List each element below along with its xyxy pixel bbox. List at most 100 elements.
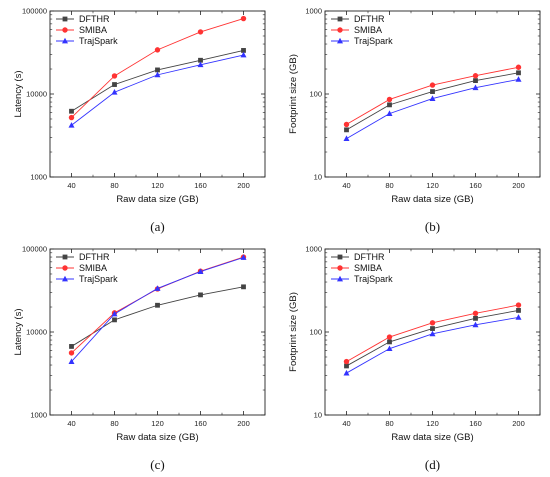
- data-point-trajspark: [197, 268, 204, 274]
- legend-label: SMIBA: [79, 263, 107, 273]
- x-tick-label: 160: [194, 181, 207, 190]
- data-point-trajspark: [429, 330, 436, 337]
- data-point-dfthr: [198, 292, 203, 298]
- chart-panel-c: 1000 10000 100000 40 80 120 160 200 Raw data siz…: [0, 238, 275, 476]
- x-tick-label: 200: [237, 181, 250, 190]
- x-tick-label: 200: [237, 419, 250, 428]
- data-point-trajspark: [386, 345, 393, 352]
- data-point-dfthr: [430, 326, 435, 331]
- y-axis-title: Footprint size (GB): [288, 54, 299, 134]
- data-point-dfthr: [155, 302, 160, 308]
- data-point-trajspark: [68, 122, 75, 128]
- data-point-smiba: [154, 47, 161, 53]
- x-tick-label: 40: [67, 181, 75, 190]
- data-point-trajspark: [197, 61, 204, 68]
- chart-panel-a: 1000 10000 100000 40 80 120 160 200 Raw data siz…: [0, 0, 275, 238]
- data-point-smiba: [240, 15, 247, 22]
- data-point-trajspark: [515, 76, 522, 82]
- x-tick-label: 120: [151, 181, 164, 190]
- x-tick-label: 200: [512, 419, 525, 428]
- legend-marker: [62, 27, 68, 33]
- x-axis-title: Raw data size (GB): [116, 432, 198, 443]
- data-point-trajspark: [472, 84, 479, 91]
- panel-label: (b): [425, 219, 440, 234]
- data-point-trajspark: [386, 110, 393, 117]
- data-point-smiba: [111, 73, 118, 79]
- chart-svg-d: 10 100 1000 40 80 120 160 200 Raw data size (GB)…: [288, 245, 541, 472]
- data-point-trajspark: [68, 358, 75, 364]
- legend-marker: [337, 27, 343, 33]
- legend-marker: [62, 265, 68, 271]
- legend-marker: [62, 254, 68, 260]
- data-point-smiba: [386, 96, 393, 103]
- legend-marker: [337, 37, 343, 44]
- x-tick-label: 40: [67, 419, 75, 428]
- data-point-dfthr: [473, 315, 478, 321]
- chart-svg-a: 1000 10000 100000 40 80 120 160 200 Raw data siz…: [13, 7, 266, 234]
- chart-panel-d: 10 100 1000 40 80 120 160 200 Raw data size (GB)…: [275, 238, 550, 476]
- x-tick-label: 80: [385, 181, 393, 190]
- data-point-trajspark: [240, 51, 247, 58]
- data-point-trajspark: [429, 95, 436, 102]
- legend-label: TrajSpark: [79, 36, 118, 46]
- series-line-dfthr: [71, 286, 244, 347]
- x-tick-label: 120: [151, 419, 164, 428]
- legend-label: SMIBA: [354, 263, 382, 273]
- data-point-dfthr: [473, 78, 478, 84]
- data-point-trajspark: [111, 310, 118, 317]
- data-point-trajspark: [472, 321, 479, 328]
- y-tick-label: 100000: [22, 7, 47, 16]
- data-point-dfthr: [155, 67, 160, 73]
- data-point-smiba: [68, 114, 75, 121]
- x-tick-label: 40: [342, 419, 350, 428]
- y-axis-title: Latency (s): [13, 309, 24, 356]
- chart-svg-c: 1000 10000 100000 40 80 120 160 200 Raw data siz…: [13, 245, 266, 472]
- data-point-smiba: [429, 82, 436, 88]
- legend-marker: [62, 275, 68, 282]
- legend-label: SMIBA: [354, 25, 382, 35]
- x-axis-title: Raw data size (GB): [116, 194, 198, 205]
- series-line-trajspark: [346, 316, 519, 374]
- x-tick-label: 80: [110, 419, 118, 428]
- data-point-smiba: [343, 121, 350, 128]
- chart-panel-b: 10 100 1000 40 80 120 160 200 Raw data size (GB)…: [275, 0, 550, 238]
- legend-label: TrajSpark: [354, 36, 393, 46]
- x-tick-label: 200: [512, 181, 525, 190]
- data-point-trajspark: [111, 89, 118, 95]
- data-point-smiba: [515, 64, 522, 70]
- y-tick-label: 100: [309, 328, 322, 337]
- y-tick-label: 100000: [22, 245, 47, 254]
- x-axis-title: Raw data size (GB): [391, 194, 473, 205]
- data-point-dfthr: [112, 82, 117, 87]
- legend-label: SMIBA: [79, 25, 107, 35]
- data-point-trajspark: [154, 71, 161, 78]
- legend-marker: [337, 254, 343, 260]
- legend-label: DFTHR: [79, 252, 110, 262]
- data-point-smiba: [472, 73, 479, 79]
- legend-label: TrajSpark: [354, 274, 393, 284]
- data-point-dfthr: [69, 108, 74, 114]
- x-tick-label: 160: [194, 419, 207, 428]
- legend-marker: [337, 16, 343, 22]
- y-tick-label: 1000: [305, 7, 322, 16]
- data-point-dfthr: [430, 89, 435, 94]
- panel-label: (c): [150, 457, 164, 472]
- data-point-dfthr: [516, 308, 521, 313]
- x-axis-title: Raw data size (GB): [391, 432, 473, 443]
- legend-marker: [62, 16, 68, 22]
- data-point-trajspark: [240, 254, 247, 260]
- series-line-trajspark: [71, 54, 244, 126]
- x-tick-label: 120: [426, 419, 439, 428]
- data-point-trajspark: [343, 135, 350, 142]
- data-point-dfthr: [344, 363, 349, 369]
- x-tick-label: 160: [469, 419, 482, 428]
- y-tick-label: 100: [309, 90, 322, 99]
- data-point-dfthr: [387, 102, 392, 108]
- data-point-trajspark: [343, 369, 350, 376]
- data-point-trajspark: [154, 285, 161, 291]
- y-tick-label: 1000: [30, 411, 47, 420]
- data-point-trajspark: [515, 314, 522, 320]
- series-line-dfthr: [346, 309, 519, 367]
- x-tick-label: 80: [385, 419, 393, 428]
- legend-marker: [62, 37, 68, 44]
